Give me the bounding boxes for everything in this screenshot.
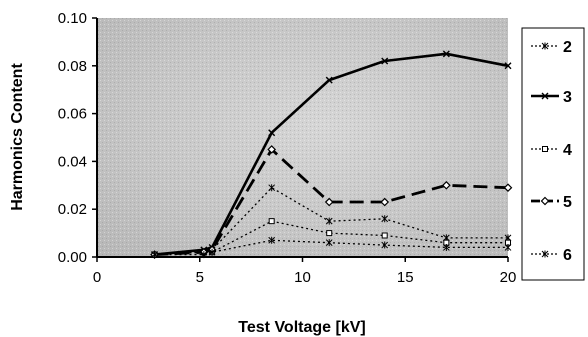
series-6 bbox=[151, 236, 512, 259]
y-tick-label: 0.00 bbox=[58, 249, 87, 266]
series-marker bbox=[542, 146, 548, 152]
x-tick-label: 0 bbox=[93, 269, 101, 286]
series-marker bbox=[381, 241, 389, 249]
series-marker bbox=[381, 57, 389, 65]
series-marker bbox=[503, 183, 513, 193]
series-marker bbox=[541, 92, 549, 100]
series-group bbox=[150, 50, 513, 259]
series-marker bbox=[151, 251, 158, 259]
series-marker bbox=[380, 197, 390, 207]
series-marker bbox=[325, 239, 333, 247]
x-tick-labels: 0 5 10 15 20 bbox=[93, 257, 517, 286]
x-tick-label: 20 bbox=[500, 269, 517, 286]
series-marker bbox=[541, 250, 549, 258]
y-tick-label: 0.04 bbox=[58, 153, 87, 170]
y-tick-labels: 0.00 0.02 0.04 0.06 0.08 0.10 bbox=[58, 10, 97, 266]
series-marker bbox=[381, 215, 389, 223]
legend-label: 2 bbox=[563, 39, 572, 56]
series-marker bbox=[540, 196, 550, 206]
series-marker bbox=[325, 217, 333, 225]
legend-item-5: 5 bbox=[531, 194, 572, 211]
x-tick-label: 15 bbox=[397, 269, 414, 286]
plot-area-texture bbox=[97, 18, 508, 257]
series-marker bbox=[324, 197, 334, 207]
y-tick-label: 0.06 bbox=[58, 106, 87, 123]
y-tick-label: 0.10 bbox=[58, 10, 87, 27]
y-tick-label: 0.02 bbox=[58, 201, 87, 218]
series-marker bbox=[268, 129, 276, 137]
legend-label: 4 bbox=[563, 142, 572, 159]
legend-label: 5 bbox=[563, 194, 572, 211]
series-marker bbox=[442, 50, 450, 58]
series-marker bbox=[504, 243, 512, 251]
legend-label: 6 bbox=[563, 247, 572, 264]
series-line-6 bbox=[154, 239, 508, 256]
series-marker bbox=[268, 184, 276, 192]
series-marker bbox=[325, 76, 333, 84]
series-marker bbox=[504, 62, 512, 70]
x-axis-title: Test Voltage [kV] bbox=[238, 319, 365, 336]
x-tick-label: 5 bbox=[196, 269, 204, 286]
legend-item-4: 4 bbox=[531, 142, 572, 159]
series-marker bbox=[381, 232, 388, 239]
series-marker bbox=[268, 236, 276, 244]
legend-item-6: 6 bbox=[531, 247, 572, 264]
series-marker bbox=[200, 251, 208, 259]
y-tick-label: 0.08 bbox=[58, 58, 87, 75]
series-marker bbox=[208, 248, 216, 256]
series-marker bbox=[442, 180, 451, 190]
y-axis-title: Harmonics Content bbox=[9, 63, 26, 211]
legend-item-2: 2 bbox=[531, 39, 572, 56]
legend: 2 3 4 5 6 bbox=[521, 27, 585, 281]
x-tick-label: 10 bbox=[294, 269, 311, 286]
legend-box bbox=[521, 27, 585, 281]
series-marker bbox=[268, 218, 275, 225]
series-marker bbox=[267, 145, 277, 154]
series-marker bbox=[442, 243, 450, 251]
series-marker bbox=[541, 42, 549, 50]
legend-label: 3 bbox=[563, 89, 572, 106]
series-marker bbox=[326, 230, 333, 237]
legend-item-3: 3 bbox=[531, 89, 572, 106]
